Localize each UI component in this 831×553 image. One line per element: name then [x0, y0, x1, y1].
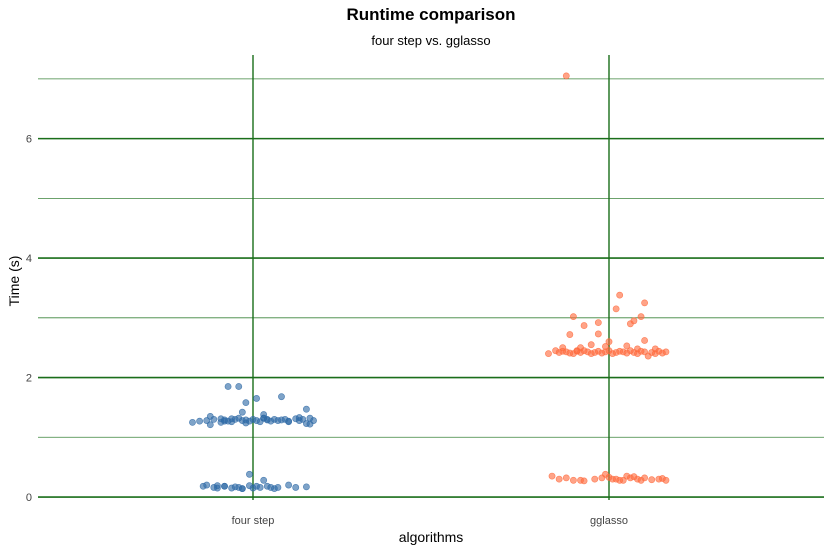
data-point	[278, 393, 285, 401]
x-axis-title: algorithms	[399, 529, 464, 545]
data-point	[602, 470, 609, 478]
y-axis-title: Time (s)	[6, 256, 22, 307]
data-point	[641, 337, 648, 344]
data-point	[651, 345, 659, 353]
data-point	[242, 419, 250, 427]
data-point	[306, 420, 314, 428]
data-point	[221, 482, 228, 490]
y-tick-label: 6	[26, 134, 32, 146]
data-point	[235, 484, 243, 491]
data-point	[260, 476, 268, 484]
data-point	[630, 317, 638, 325]
data-point	[594, 319, 602, 326]
grid-lines	[38, 55, 824, 500]
data-point	[623, 342, 631, 350]
data-point	[623, 472, 631, 480]
data-point	[302, 483, 310, 491]
data-point	[206, 412, 214, 420]
data-point	[235, 383, 243, 390]
x-tick-label: four step	[232, 515, 275, 527]
data-point	[562, 72, 570, 80]
data-point	[562, 474, 570, 482]
data-point	[573, 347, 581, 355]
data-point	[228, 415, 236, 423]
y-tick-label: 0	[26, 492, 32, 504]
data-point	[285, 417, 292, 425]
data-point	[580, 477, 588, 485]
data-point	[246, 470, 253, 478]
data-point	[612, 305, 620, 313]
data-point	[548, 472, 556, 480]
data-point	[559, 344, 567, 352]
chart-subtitle: four step vs. gglasso	[371, 33, 490, 48]
data-point	[302, 405, 310, 413]
data-point	[545, 350, 552, 358]
data-point	[637, 313, 645, 321]
data-point	[555, 475, 563, 483]
data-point	[641, 299, 648, 307]
data-point	[602, 343, 609, 350]
data-point	[634, 345, 641, 353]
data-point	[295, 414, 303, 421]
chart-title: Runtime comparison	[346, 5, 515, 24]
axis-tick-labels: 0 2 4 6 four step gglasso	[26, 134, 628, 527]
data-point	[189, 418, 196, 426]
data-point	[213, 484, 221, 492]
y-tick-label: 4	[26, 253, 32, 265]
data-point	[292, 484, 300, 491]
data-point	[616, 291, 624, 299]
data-point	[253, 482, 260, 490]
data-point	[203, 481, 211, 489]
data-point	[242, 399, 250, 407]
data-point	[594, 330, 602, 338]
data-point	[662, 476, 670, 484]
data-point	[253, 395, 260, 402]
data-points	[189, 72, 670, 493]
x-tick-label: gglasso	[590, 515, 628, 527]
data-point	[566, 331, 574, 338]
data-point	[609, 475, 616, 483]
data-point	[605, 338, 613, 346]
data-point	[206, 421, 214, 429]
data-point	[224, 383, 232, 390]
data-point	[591, 475, 599, 483]
data-point	[580, 322, 588, 329]
data-point	[267, 484, 275, 491]
data-point	[570, 476, 577, 484]
data-point	[641, 474, 648, 482]
data-point	[285, 481, 292, 489]
data-point	[274, 484, 282, 491]
data-point	[648, 476, 656, 484]
data-point	[260, 414, 268, 422]
data-point	[570, 313, 577, 321]
data-point	[587, 341, 595, 349]
data-point	[221, 417, 228, 425]
data-point	[196, 417, 203, 425]
data-point	[662, 348, 670, 356]
data-point	[238, 408, 246, 416]
y-tick-label: 2	[26, 373, 32, 385]
